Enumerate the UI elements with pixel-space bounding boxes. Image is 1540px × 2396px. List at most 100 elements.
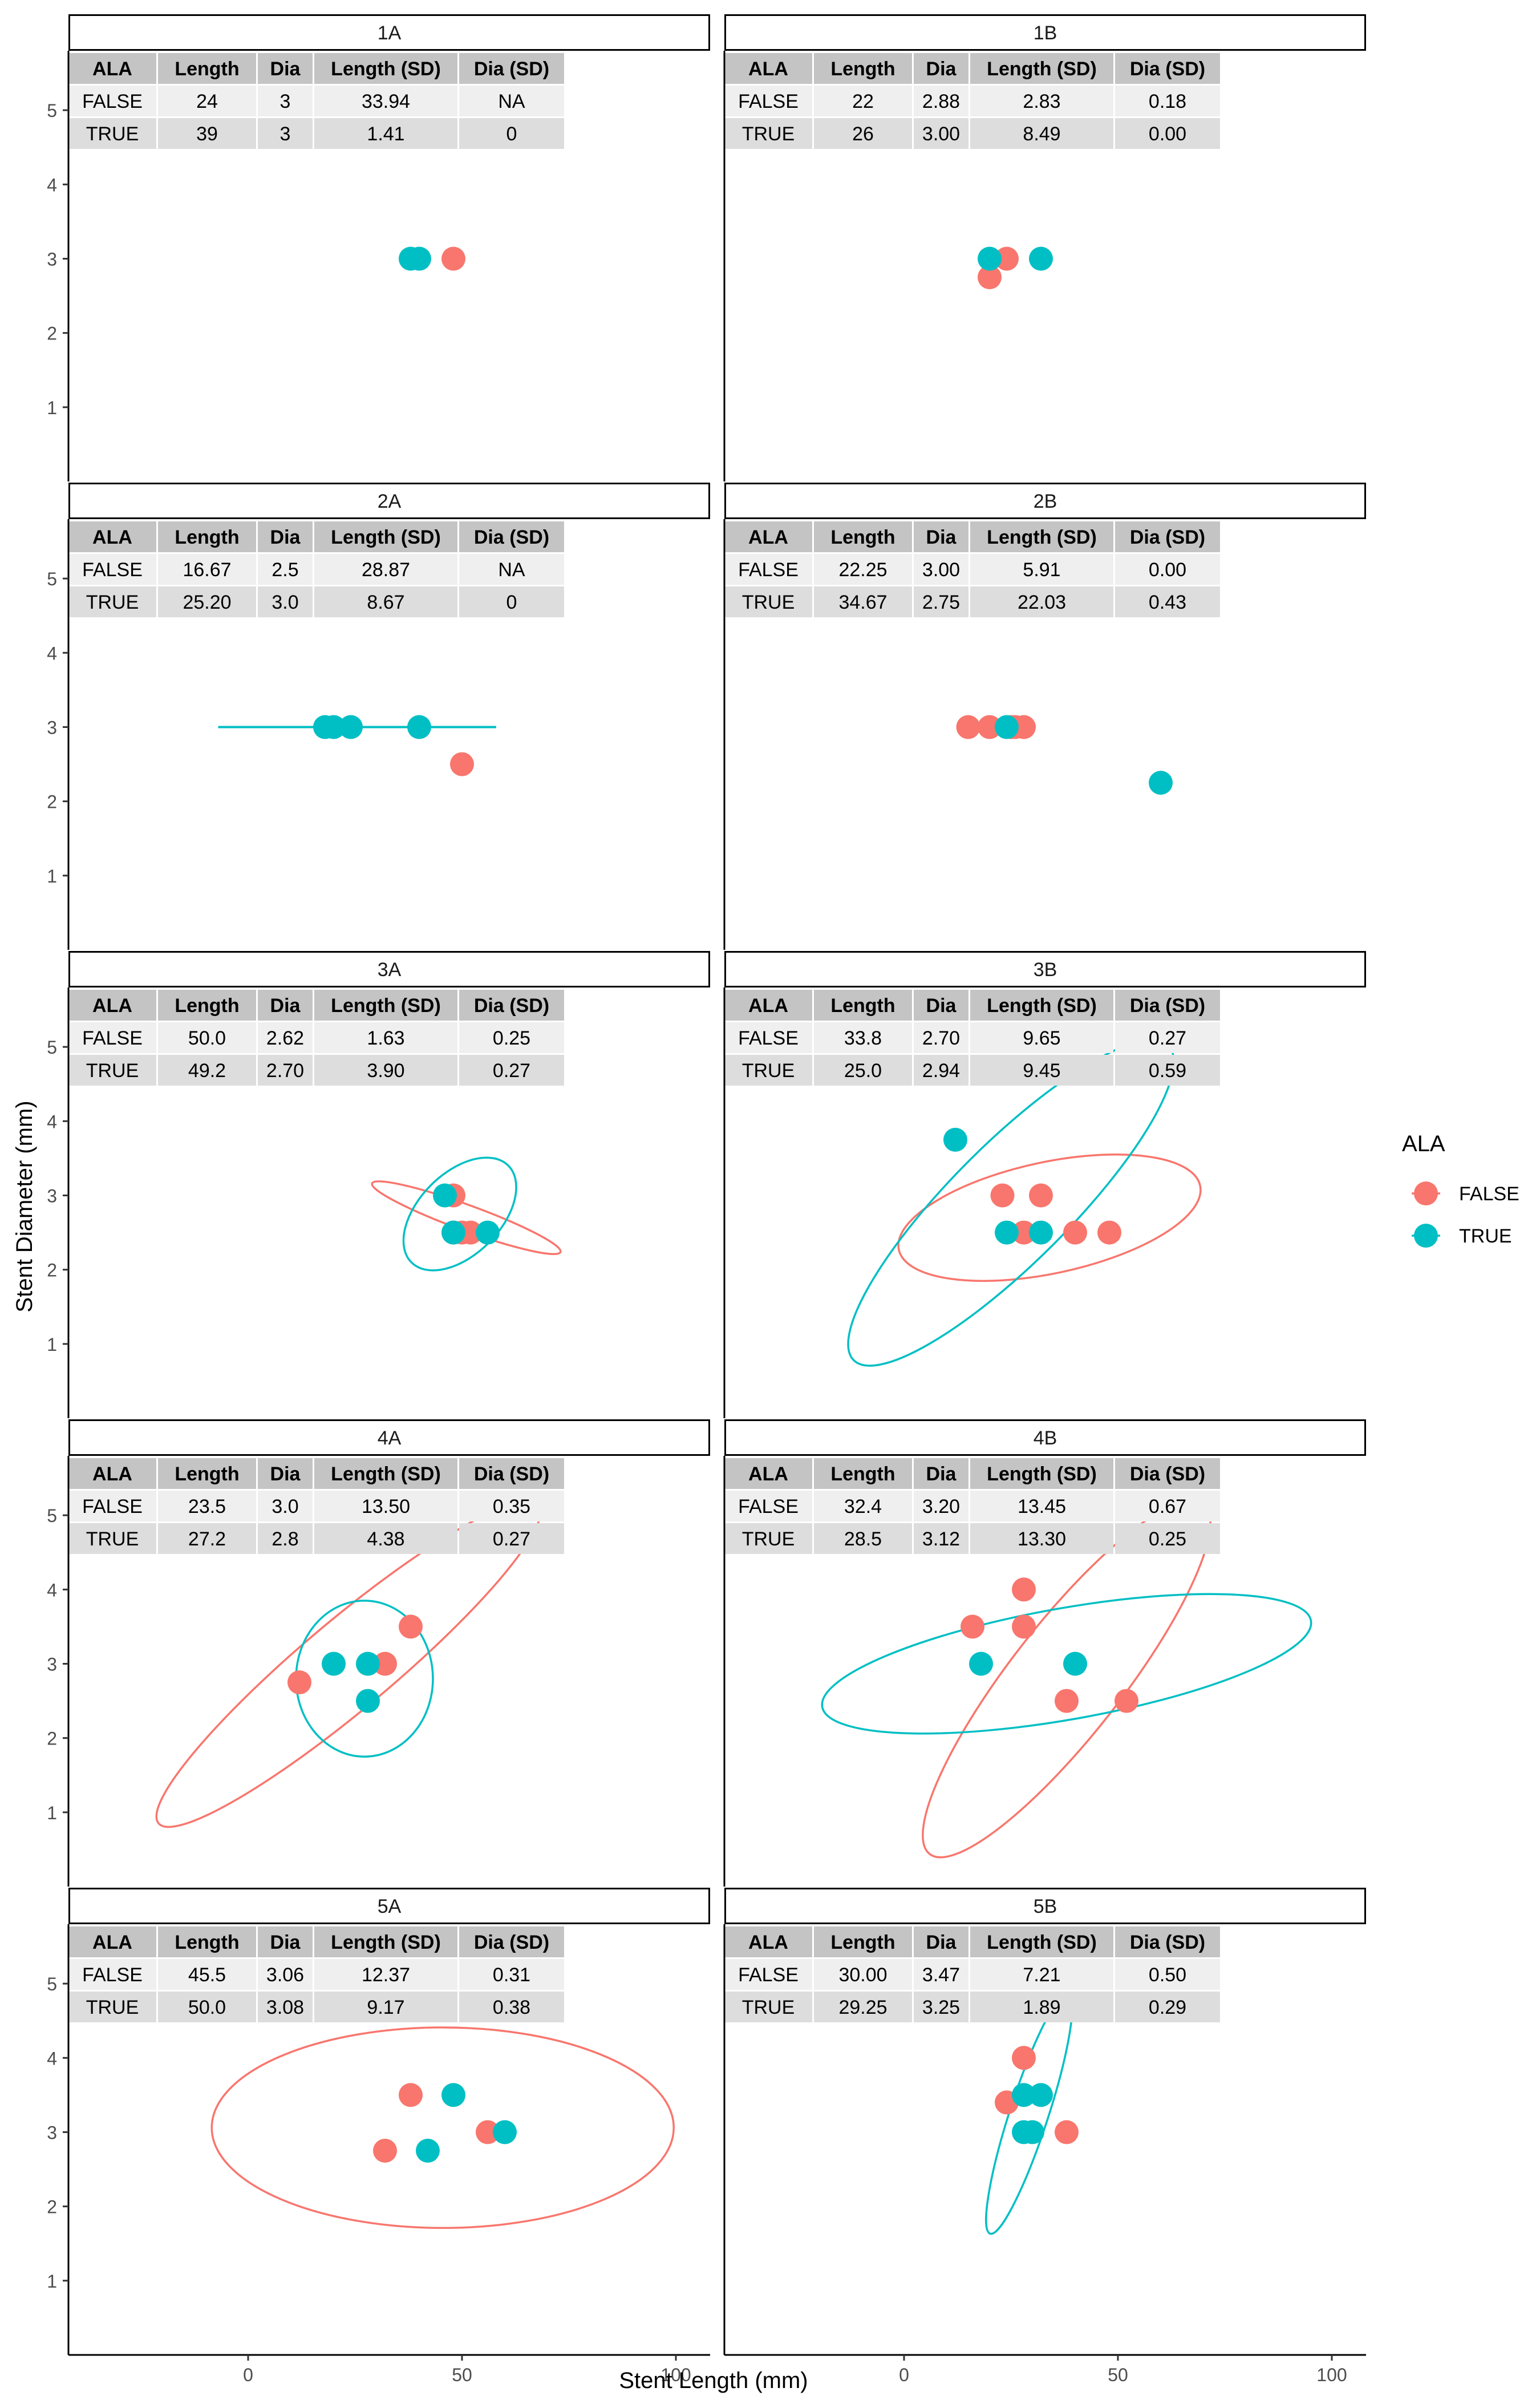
table-cell	[314, 554, 457, 585]
table-header-text: Length	[830, 1463, 895, 1485]
table-header-text: ALA	[92, 58, 132, 80]
table-cell-text: 2.5	[271, 559, 298, 581]
panel-strip	[68, 1419, 710, 1456]
table-cell-text: NA	[498, 91, 525, 112]
table-cell	[914, 1959, 968, 1990]
table-header-text: Dia	[926, 995, 957, 1017]
table-header-text: Length (SD)	[987, 995, 1097, 1017]
table-cell-text: 8.67	[367, 592, 404, 613]
table-cell-text: 2.62	[266, 1027, 304, 1049]
table-header-cell	[158, 1926, 256, 1957]
table-cell-text: 4.38	[367, 1528, 404, 1550]
table-cell	[314, 1959, 457, 1990]
panel-3b: 3B ALA Length Dia Length (SD) Dia (SD) FALSE 33…	[723, 951, 1366, 1418]
table-cell-text: 0.27	[493, 1528, 530, 1550]
table-cell-text: 3.00	[922, 123, 960, 145]
table-cell-text: 0.27	[1149, 1027, 1186, 1049]
table-cell	[258, 118, 313, 149]
point-true	[1012, 2083, 1036, 2107]
table-cell	[1115, 1022, 1220, 1053]
y-tick-label: 2	[47, 323, 57, 344]
point-true	[416, 2139, 440, 2163]
table-cell-text: FALSE	[82, 1964, 143, 1986]
table-header-cell	[459, 1926, 564, 1957]
table-header-text: Length	[830, 527, 895, 548]
table-header-cell	[258, 53, 313, 84]
point-false	[450, 752, 474, 776]
table-header-cell	[970, 1458, 1113, 1489]
table-cell	[970, 1022, 1113, 1053]
table-header-text: Dia (SD)	[1130, 527, 1205, 548]
y-tick-label: 1	[47, 1803, 57, 1823]
y-tick-label: 2	[47, 2197, 57, 2217]
table-cell	[970, 1523, 1113, 1554]
table-cell	[1115, 1992, 1220, 2022]
legend: ALA FALSE TRUE	[1402, 1131, 1519, 1248]
y-tick-label: 4	[47, 1111, 57, 1132]
panel-5b: 5B ALA Length Dia Length (SD) Dia (SD) FALSE 30…	[723, 1888, 1366, 2355]
point-true	[407, 715, 431, 739]
table-header-text: Length	[175, 1932, 239, 1953]
table-cell	[459, 1959, 564, 1990]
table-cell-text: 2.88	[922, 91, 960, 112]
summary-table: ALA Length Dia Length (SD) Dia (SD) FALSE 33.8…	[724, 990, 1220, 1086]
panel-title: 2B	[1034, 491, 1057, 512]
table-header-cell	[158, 1458, 256, 1489]
table-header-cell	[68, 1926, 156, 1957]
table-cell-text: 28.5	[844, 1528, 882, 1550]
table-cell-text: 0.50	[1149, 1964, 1186, 1986]
panel-strip	[724, 14, 1366, 51]
panel-title: 3B	[1034, 959, 1057, 981]
table-cell	[970, 1491, 1113, 1521]
y-tick-label: 3	[47, 1185, 57, 1206]
table-header-text: Length (SD)	[987, 58, 1097, 80]
point-true	[356, 1652, 380, 1676]
table-cell	[258, 1523, 313, 1554]
table-header-cell	[724, 53, 812, 84]
table-cell	[1115, 86, 1220, 116]
point-false	[1115, 1689, 1138, 1713]
plot-area	[371, 1156, 562, 1272]
panel-strip	[68, 1888, 710, 1924]
ellipse-true	[821, 1593, 1312, 1735]
table-header-cell	[459, 1458, 564, 1489]
table-cell	[68, 1022, 156, 1053]
table-cell	[970, 586, 1113, 617]
axes-layer: 0 50 100 0 50 100	[68, 2354, 1366, 2385]
table-cell-text: 22.25	[838, 559, 887, 581]
summary-table: ALA Length Dia Length (SD) Dia (SD) FALSE 50.0…	[68, 990, 564, 1086]
table-cell	[814, 1022, 912, 1053]
table-cell-text: FALSE	[82, 1027, 143, 1049]
table-cell	[314, 586, 457, 617]
table-header-cell	[970, 1926, 1113, 1957]
legend-label: FALSE	[1459, 1183, 1519, 1205]
summary-table: ALA Length Dia Length (SD) Dia (SD)FALSE 24 3 3…	[68, 53, 564, 149]
table-cell	[724, 1491, 812, 1521]
table-header-cell	[1115, 53, 1220, 84]
y-tick-label: 3	[47, 2122, 57, 2143]
table-cell	[459, 1992, 564, 2022]
table-header-cell	[814, 1458, 912, 1489]
table-cell-text: 1.63	[367, 1027, 404, 1049]
table-cell-text: 0.27	[493, 1060, 530, 1082]
table-cell-text: 45.5	[188, 1964, 226, 1986]
table-header-text: Dia	[270, 527, 301, 548]
table-header-text: Dia (SD)	[474, 1932, 549, 1953]
point-false	[373, 1652, 397, 1676]
table-cell	[258, 86, 313, 116]
point-false	[978, 715, 1002, 739]
table-header-text: Dia	[926, 58, 957, 80]
table-cell-text: TRUE	[86, 123, 139, 145]
table-cell	[914, 586, 968, 617]
table-cell-text: FALSE	[738, 1027, 799, 1049]
table-cell-text: 2.83	[1023, 91, 1060, 112]
table-cell	[814, 1959, 912, 1990]
table-cell-text: 3	[280, 91, 291, 112]
table-header-text: Length	[175, 995, 239, 1017]
table-cell-text: 24	[196, 91, 218, 112]
table-cell	[459, 586, 564, 617]
table-cell	[970, 554, 1113, 585]
table-cell	[814, 86, 912, 116]
table-cell	[459, 1055, 564, 1086]
